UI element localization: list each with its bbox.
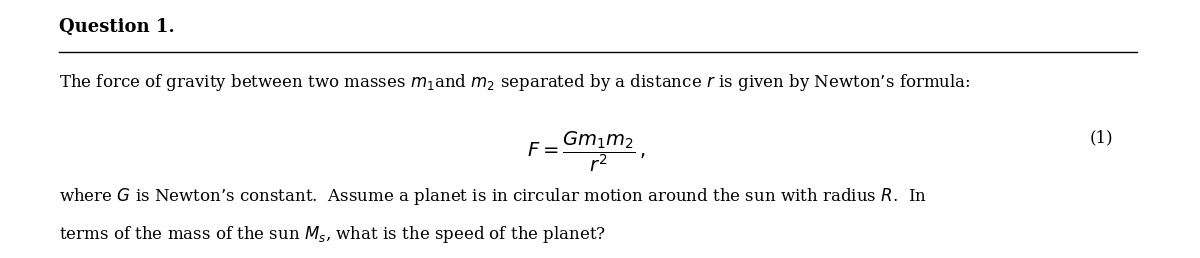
Text: terms of the mass of the sun $M_s$, what is the speed of the planet?: terms of the mass of the sun $M_s$, what… (59, 224, 606, 245)
Text: Question 1.: Question 1. (59, 18, 174, 36)
Text: where $G$ is Newton’s constant.  Assume a planet is in circular motion around th: where $G$ is Newton’s constant. Assume a… (59, 186, 926, 207)
Text: $F = \dfrac{Gm_1m_2}{r^2}\,,$: $F = \dfrac{Gm_1m_2}{r^2}\,,$ (527, 129, 646, 174)
Text: The force of gravity between two masses $m_1$and $m_2$ separated by a distance $: The force of gravity between two masses … (59, 72, 971, 93)
Text: (1): (1) (1090, 129, 1114, 146)
